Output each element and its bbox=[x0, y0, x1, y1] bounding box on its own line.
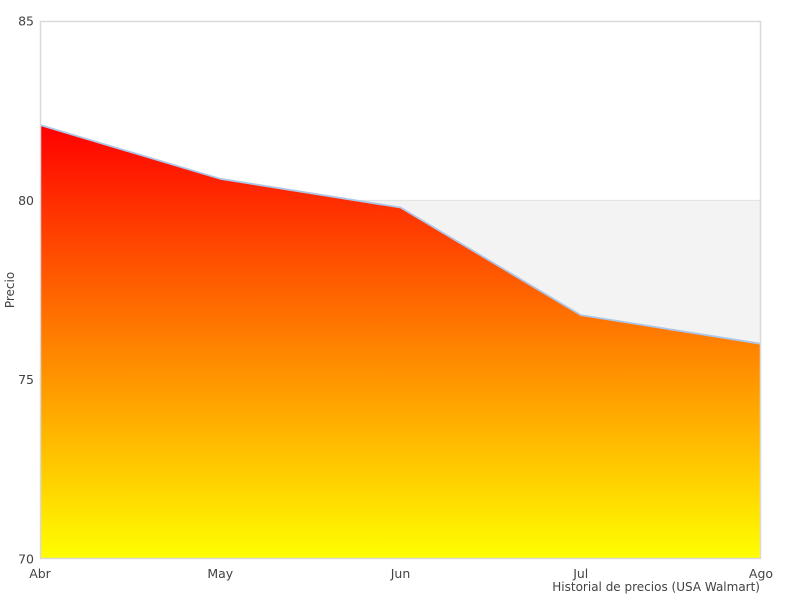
y-tick-label: 70 bbox=[18, 552, 34, 567]
x-tick-label: Jul bbox=[572, 566, 588, 581]
price-line-series bbox=[39, 124, 762, 345]
x-tick-label: May bbox=[207, 566, 233, 581]
plot-border bbox=[39, 20, 762, 560]
x-axis-title: Historial de precios (USA Walmart) bbox=[552, 580, 760, 594]
price-area-series bbox=[40, 125, 761, 559]
x-tick-label: Ago bbox=[749, 566, 773, 581]
y-tick-label: 85 bbox=[18, 14, 34, 29]
y-axis-title: Precio bbox=[3, 271, 17, 309]
y-tick-label: 75 bbox=[18, 372, 34, 387]
y-tick-label: 80 bbox=[18, 193, 34, 208]
x-tick-label: Jun bbox=[390, 566, 411, 581]
x-tick-label: Abr bbox=[29, 566, 51, 581]
